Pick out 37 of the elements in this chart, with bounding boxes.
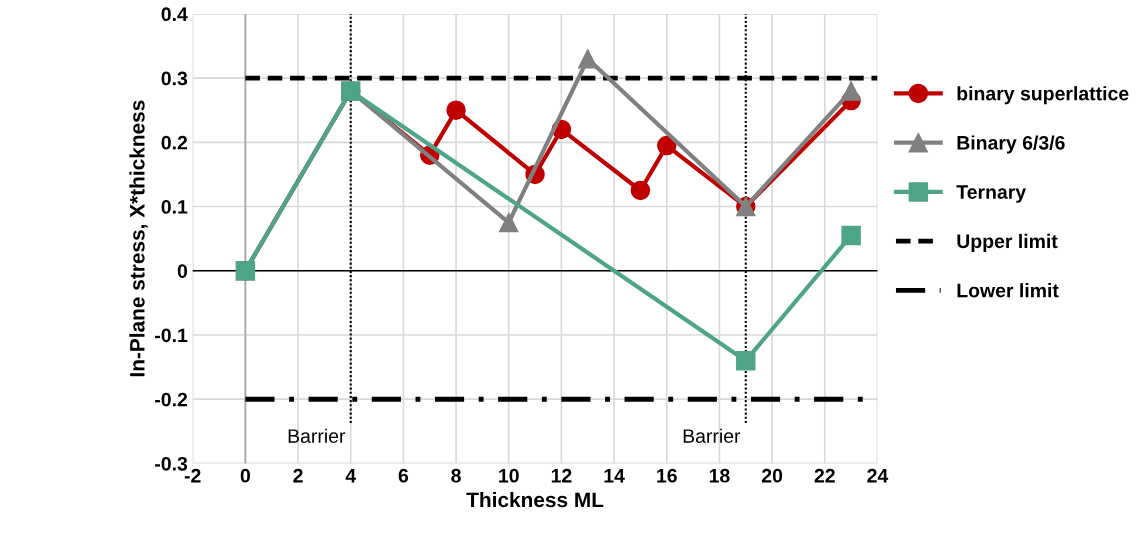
- y-tick-label: 0: [177, 264, 188, 278]
- y-tick-label: -0.2: [155, 392, 188, 407]
- legend-label: Binary 6/3/6: [957, 135, 1065, 154]
- x-tick-label: 2: [293, 468, 303, 483]
- legend-label: Ternary: [956, 185, 1027, 203]
- x-tick-label: 6: [398, 468, 409, 483]
- x-tick-label: 18: [709, 468, 730, 483]
- y-tick-label: 0.2: [161, 135, 188, 150]
- legend-label: Upper limit: [957, 233, 1058, 252]
- x-tick-label: 8: [451, 468, 461, 483]
- point: [841, 225, 861, 246]
- ref-line-label: Barrier: [683, 428, 741, 443]
- x-tick-label: 10: [499, 468, 519, 483]
- x-tick-label: 24: [867, 468, 889, 483]
- point: [499, 212, 519, 233]
- y-tick-label: -0.1: [155, 328, 188, 343]
- x-tick-label: 12: [551, 468, 572, 483]
- point: [446, 100, 466, 120]
- y-axis-title: In-Plane stress, X*thickness: [129, 100, 148, 377]
- legend-label: binary superlattice: [957, 86, 1129, 105]
- x-tick-label: 4: [345, 469, 357, 483]
- x-tick-label: 20: [761, 468, 783, 483]
- legend-label: Lower limit: [957, 283, 1059, 298]
- x-tick-label: 0: [240, 468, 250, 483]
- point: [841, 81, 861, 101]
- y-tick-label: 0.4: [161, 7, 188, 22]
- point: [578, 49, 598, 69]
- point: [736, 350, 756, 371]
- x-tick-label: 14: [604, 469, 625, 483]
- x-tick-label: 16: [657, 468, 677, 483]
- ref-line-label: Barrier: [288, 428, 346, 443]
- y-tick-label: 0.1: [161, 200, 188, 214]
- x-axis-title: Thickness ML: [466, 491, 604, 508]
- y-tick-label: 0.3: [161, 71, 188, 86]
- point: [657, 135, 677, 156]
- point: [630, 180, 651, 201]
- x-tick-label: 22: [814, 468, 835, 483]
